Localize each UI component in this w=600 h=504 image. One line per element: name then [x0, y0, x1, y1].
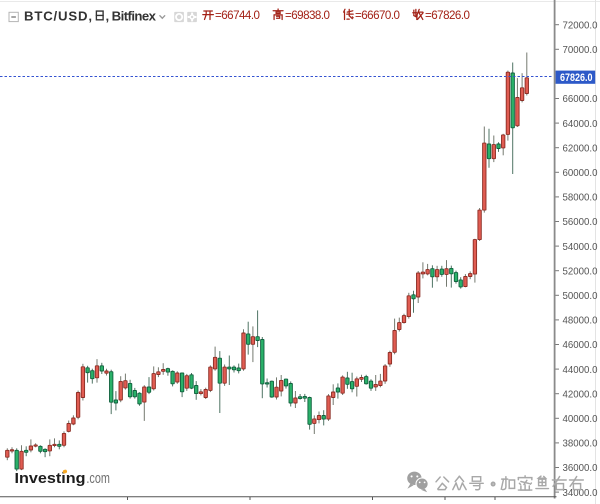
svg-text:.com: .com [86, 471, 110, 487]
svg-text:60000.0: 60000.0 [563, 167, 598, 179]
svg-text:66000.0: 66000.0 [563, 93, 598, 105]
svg-text:48000.0: 48000.0 [563, 315, 598, 327]
svg-text:50000.0: 50000.0 [563, 290, 598, 302]
svg-text:, Bitfinex: , Bitfinex [106, 9, 157, 24]
svg-text:52000.0: 52000.0 [563, 265, 598, 277]
svg-text:34000.0: 34000.0 [563, 487, 598, 499]
svg-text:38000.0: 38000.0 [563, 438, 598, 450]
svg-text:44000.0: 44000.0 [563, 364, 598, 376]
svg-text:=66744.0: =66744.0 [215, 9, 260, 22]
svg-text:46000.0: 46000.0 [563, 339, 598, 351]
svg-text:62000.0: 62000.0 [563, 142, 598, 154]
svg-text:=67826.0: =67826.0 [425, 9, 470, 22]
svg-text:=69838.0: =69838.0 [285, 9, 330, 22]
svg-text:Investing: Investing [15, 471, 86, 487]
svg-text:64000.0: 64000.0 [563, 118, 598, 130]
svg-text:67826.0: 67826.0 [560, 72, 593, 84]
svg-text:=66670.0: =66670.0 [355, 9, 400, 22]
svg-text:58000.0: 58000.0 [563, 192, 598, 204]
svg-text:54000.0: 54000.0 [563, 241, 598, 253]
svg-text:56000.0: 56000.0 [563, 216, 598, 228]
svg-text:40000.0: 40000.0 [563, 413, 598, 425]
svg-text:36000.0: 36000.0 [563, 462, 598, 474]
svg-text:BTC/USD,: BTC/USD, [24, 9, 92, 24]
svg-text:70000.0: 70000.0 [563, 44, 598, 56]
svg-text:72000.0: 72000.0 [563, 19, 598, 31]
svg-text:42000.0: 42000.0 [563, 388, 598, 400]
